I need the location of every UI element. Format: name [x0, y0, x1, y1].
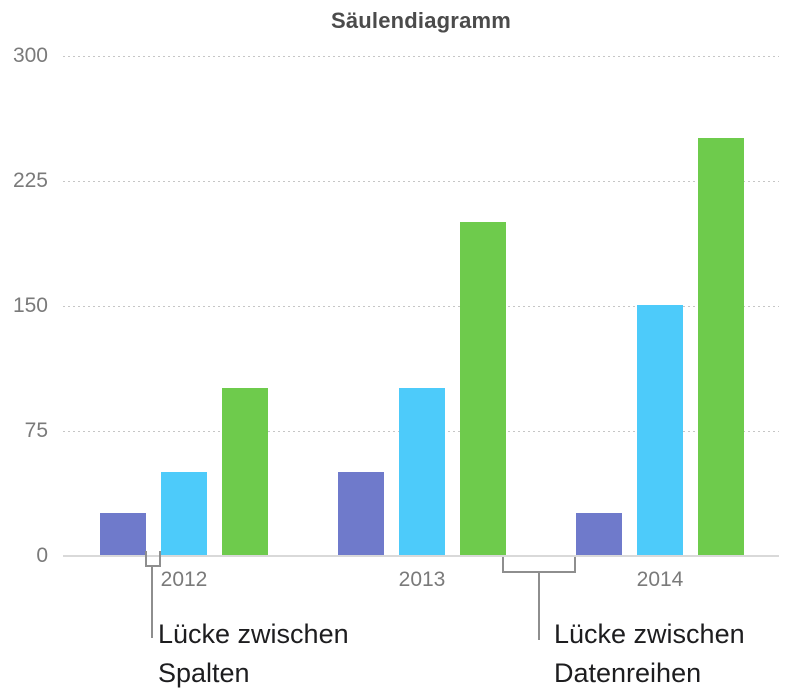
bar-2014-purple [576, 513, 622, 555]
chart-title: Säulendiagramm [330, 8, 512, 33]
bar-2012-purple [100, 513, 146, 555]
x-axis-label-2012: 2012 [160, 568, 208, 591]
series-gap-annotation-line2: Datenreihen [554, 658, 702, 688]
series-gap-annotation: Lücke zwischen Datenreihen [554, 615, 745, 693]
column-gap-annotation-line2: Spalten [158, 658, 250, 688]
bar-2013-green [460, 222, 506, 555]
column-gap-annotation: Lücke zwischen Spalten [158, 615, 349, 693]
bar-2013-cyan [399, 388, 445, 555]
x-axis-label-2013: 2013 [398, 568, 446, 591]
column-gap-callout-line [151, 567, 153, 638]
bar-2012-cyan [161, 472, 207, 555]
x-axis-label-2014: 2014 [636, 568, 684, 591]
gridline-300 [63, 56, 779, 58]
bar-2012-green [222, 388, 268, 555]
y-axis-tick-75: 75 [24, 419, 48, 442]
column-gap-bracket [145, 551, 161, 567]
series-gap-callout-line [538, 573, 540, 640]
gridline-150 [63, 306, 779, 308]
column-gap-annotation-line1: Lücke zwischen [158, 619, 349, 649]
y-axis-tick-225: 225 [12, 169, 48, 192]
y-axis-tick-300: 300 [12, 44, 48, 67]
series-gap-bracket [502, 557, 576, 573]
bar-2014-green [698, 138, 744, 555]
x-axis-line [63, 555, 779, 557]
bar-2013-purple [338, 472, 384, 555]
series-gap-annotation-line1: Lücke zwischen [554, 619, 745, 649]
gridline-225 [63, 181, 779, 183]
y-axis-tick-150: 150 [12, 294, 48, 317]
bar-2014-cyan [637, 305, 683, 555]
plot-area [63, 56, 779, 557]
y-axis-tick-0: 0 [36, 544, 48, 567]
